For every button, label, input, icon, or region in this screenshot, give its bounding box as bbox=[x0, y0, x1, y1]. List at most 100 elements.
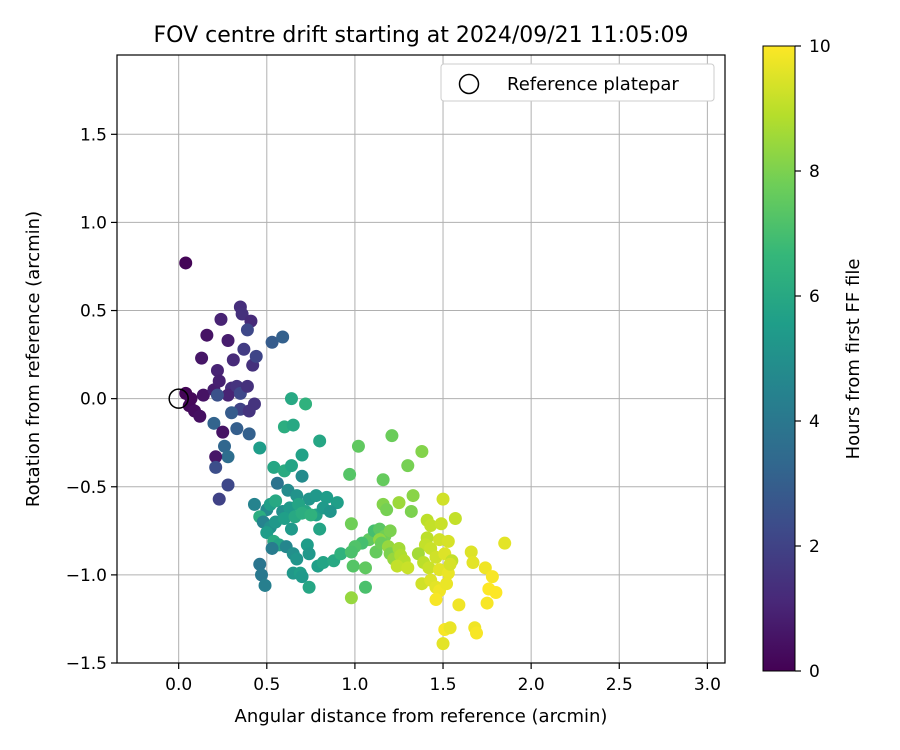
scatter-point bbox=[284, 392, 298, 406]
scatter-point bbox=[309, 489, 323, 503]
scatter-point bbox=[443, 621, 457, 635]
scatter-point bbox=[284, 522, 298, 536]
scatter-point bbox=[485, 570, 499, 584]
scatter-point bbox=[313, 434, 327, 448]
scatter-point bbox=[480, 596, 494, 610]
scatter-point bbox=[247, 497, 261, 511]
scatter-point bbox=[383, 524, 397, 538]
scatter-point bbox=[489, 586, 503, 600]
chart-title: FOV centre drift starting at 2024/09/21 … bbox=[154, 23, 689, 48]
scatter-point bbox=[343, 467, 357, 481]
scatter-point bbox=[218, 439, 232, 453]
scatter-point bbox=[440, 577, 454, 591]
scatter-point bbox=[295, 469, 309, 483]
legend-box bbox=[440, 63, 715, 102]
x-tick-label: 2.0 bbox=[518, 675, 545, 695]
scatter-point bbox=[242, 427, 256, 441]
x-axis-ticks: 0.0 0.5 1.0 1.5 2.0 2.5 3.0 bbox=[165, 663, 721, 695]
y-tick-label: 1.5 bbox=[80, 125, 107, 145]
legend-open-circle-icon bbox=[458, 73, 480, 95]
scatter-point bbox=[344, 517, 358, 531]
scatter-point bbox=[404, 504, 418, 518]
colorbar bbox=[762, 45, 796, 672]
x-tick-label: 1.5 bbox=[430, 675, 457, 695]
scatter-point bbox=[286, 418, 300, 432]
scatter-point bbox=[358, 561, 372, 575]
scatter-point bbox=[277, 511, 291, 525]
x-axis-label: Angular distance from reference (arcmin) bbox=[235, 706, 608, 727]
scatter-point bbox=[434, 517, 448, 531]
scatter-point bbox=[212, 374, 226, 388]
scatter-point bbox=[376, 473, 390, 487]
scatter-point bbox=[344, 591, 358, 605]
scatter-point bbox=[209, 450, 223, 464]
scatter-point bbox=[436, 492, 450, 506]
reference-platepar-marker bbox=[168, 388, 189, 409]
scatter-point bbox=[258, 578, 272, 592]
scatter-point bbox=[401, 459, 415, 473]
scatter-point bbox=[237, 342, 251, 356]
scatter-point bbox=[221, 450, 235, 464]
scatter-point bbox=[253, 557, 267, 571]
scatter-point bbox=[358, 580, 372, 594]
scatter-point bbox=[346, 559, 360, 573]
plot-frame bbox=[116, 54, 726, 664]
scatter-points bbox=[179, 256, 512, 651]
legend: Reference platepar bbox=[440, 63, 715, 102]
scatter-point bbox=[230, 422, 244, 436]
scatter-point bbox=[464, 545, 478, 559]
scatter-point bbox=[295, 570, 309, 584]
colorbar-label: Hours from first FF file bbox=[843, 259, 864, 460]
legend-label: Reference platepar bbox=[507, 74, 679, 95]
x-tick-label: 0.5 bbox=[253, 675, 280, 695]
scatter-point bbox=[270, 476, 284, 490]
colorbar-tick-label: 8 bbox=[809, 162, 820, 182]
scatter-point bbox=[313, 522, 327, 536]
scatter-point bbox=[193, 409, 207, 423]
scatter-point bbox=[320, 490, 334, 504]
colorbar-tick-label: 2 bbox=[809, 537, 820, 557]
scatter-point bbox=[221, 333, 235, 347]
y-tick-label: −1.5 bbox=[66, 654, 107, 674]
y-tick-label: 1.0 bbox=[80, 213, 107, 233]
scatter-point bbox=[253, 441, 267, 455]
scatter-point bbox=[436, 637, 450, 651]
scatter-point bbox=[226, 353, 240, 367]
colorbar-tick-label: 6 bbox=[809, 287, 820, 307]
y-tick-label: 0.5 bbox=[80, 302, 107, 322]
scatter-point bbox=[392, 496, 406, 510]
reference-open-circle bbox=[168, 388, 189, 409]
scatter-point bbox=[260, 526, 274, 540]
scatter-point bbox=[207, 416, 221, 430]
scatter-point bbox=[240, 379, 254, 393]
scatter-point bbox=[466, 556, 480, 570]
y-axis-ticks: −1.5 −1.0 −0.5 0.0 0.5 1.0 1.5 bbox=[66, 125, 117, 674]
x-tick-label: 3.0 bbox=[694, 675, 721, 695]
grid bbox=[117, 55, 725, 664]
x-tick-label: 2.5 bbox=[606, 675, 633, 695]
y-tick-label: −1.0 bbox=[66, 566, 107, 586]
scatter-point bbox=[415, 445, 429, 459]
scatter-point bbox=[214, 312, 228, 326]
scatter-point bbox=[200, 328, 214, 342]
colorbar-tick-label: 4 bbox=[809, 412, 820, 432]
scatter-point bbox=[179, 256, 193, 270]
y-tick-label: −0.5 bbox=[66, 478, 107, 498]
scatter-point bbox=[265, 541, 279, 555]
scatter-point bbox=[334, 547, 348, 561]
colorbar-tick-label: 10 bbox=[809, 37, 831, 57]
scatter-point bbox=[265, 335, 279, 349]
scatter-point bbox=[323, 504, 337, 518]
x-tick-label: 1.0 bbox=[341, 675, 368, 695]
scatter-point bbox=[344, 545, 358, 559]
scatter-point bbox=[216, 425, 230, 439]
scatter-point bbox=[235, 307, 249, 321]
scatter-point bbox=[330, 496, 344, 510]
scatter-point bbox=[225, 406, 239, 420]
scatter-point bbox=[302, 547, 316, 561]
scatter-point bbox=[240, 323, 254, 337]
scatter-point bbox=[221, 478, 235, 492]
scatter-point bbox=[210, 363, 224, 377]
scatter-point bbox=[249, 349, 263, 363]
